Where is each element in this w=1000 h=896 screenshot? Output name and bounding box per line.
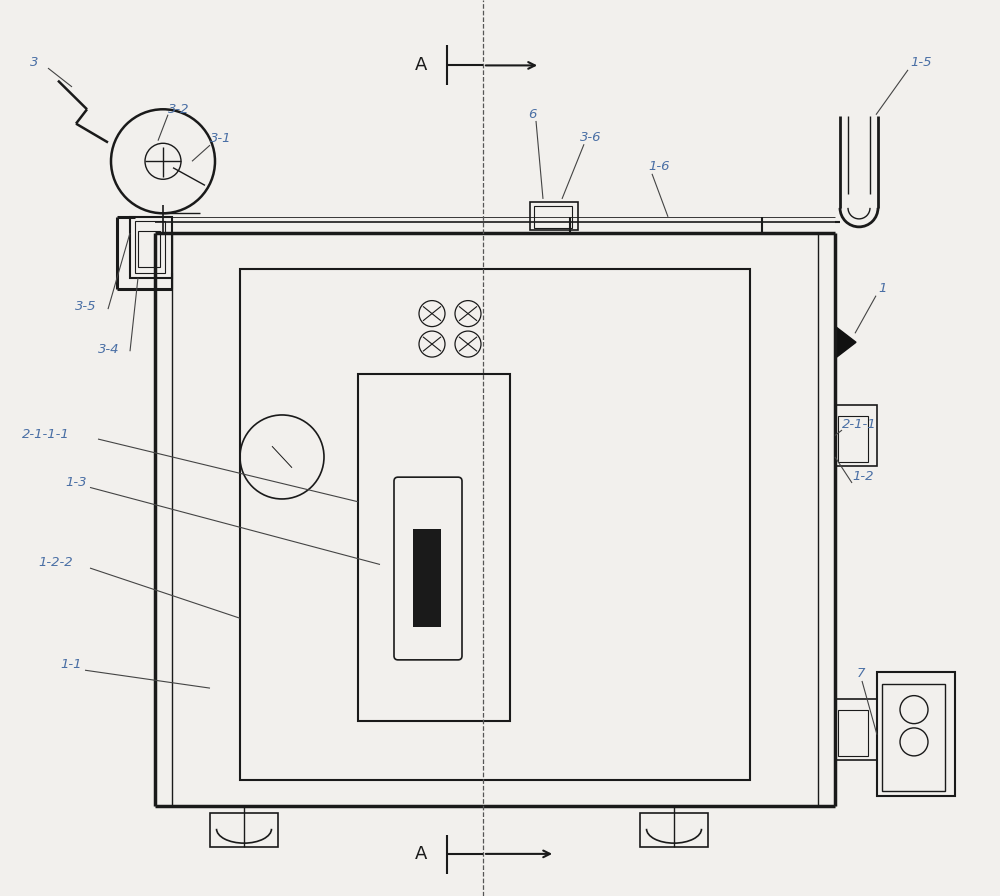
Text: 3: 3	[30, 56, 38, 69]
Bar	[130, 217, 172, 278]
Bar	[838, 710, 868, 756]
Text: A: A	[415, 845, 427, 863]
Text: 3-5: 3-5	[75, 300, 96, 313]
Text: 1-2-2: 1-2-2	[38, 556, 73, 569]
Bar	[838, 416, 868, 462]
Bar	[835, 405, 877, 466]
Text: 2-1-1: 2-1-1	[842, 418, 877, 431]
Text: 1-2: 1-2	[852, 470, 874, 483]
Text: 1-1: 1-1	[60, 659, 82, 671]
Text: 3-2: 3-2	[168, 103, 190, 116]
Bar	[210, 813, 278, 847]
Text: 3-6: 3-6	[580, 131, 602, 143]
Bar	[358, 374, 510, 721]
Bar	[530, 202, 578, 230]
Bar	[534, 206, 572, 228]
Polygon shape	[835, 326, 856, 358]
Bar	[640, 813, 708, 847]
Bar	[882, 684, 945, 791]
Text: 6: 6	[528, 108, 536, 121]
Text: 1: 1	[878, 282, 886, 295]
Bar	[413, 529, 441, 627]
Text: 3-1: 3-1	[210, 133, 232, 145]
Text: A: A	[415, 56, 427, 74]
Bar	[240, 269, 750, 780]
Text: 3-4: 3-4	[98, 343, 120, 356]
Text: 1-6: 1-6	[648, 160, 670, 173]
Bar	[877, 672, 955, 796]
Text: 1-3: 1-3	[65, 476, 87, 488]
Text: 1-5: 1-5	[910, 56, 932, 69]
Bar	[138, 231, 160, 267]
Text: 2-1-1-1: 2-1-1-1	[22, 428, 70, 441]
Text: 7: 7	[857, 668, 865, 680]
Bar	[835, 699, 877, 760]
Bar	[135, 221, 165, 273]
